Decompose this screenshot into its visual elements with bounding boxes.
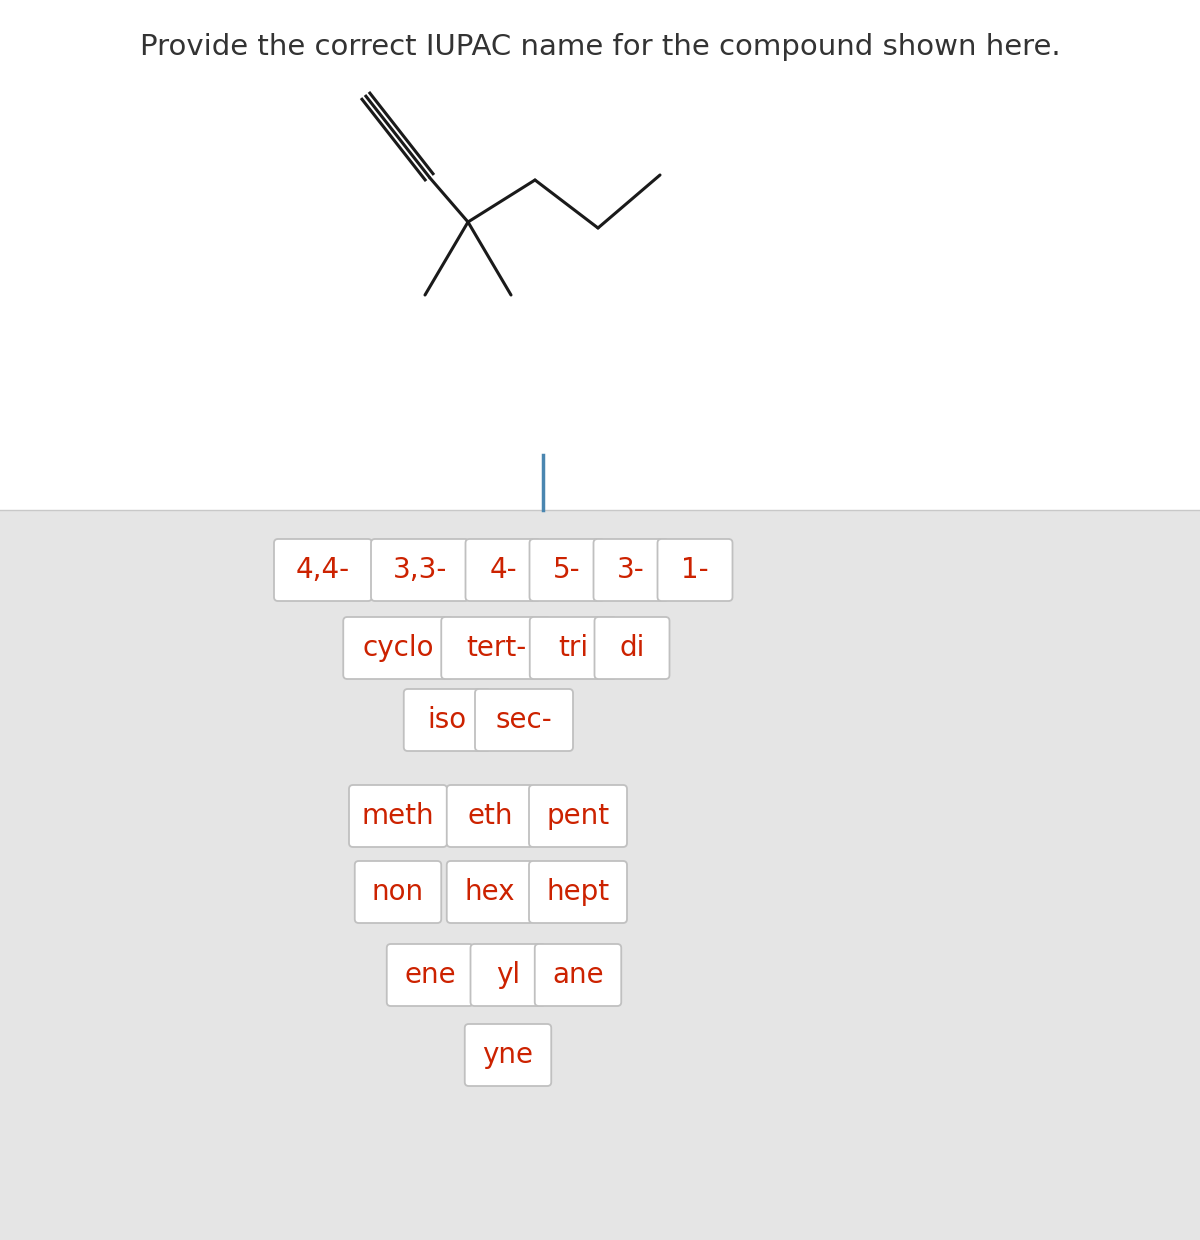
FancyBboxPatch shape [466,539,540,601]
FancyBboxPatch shape [529,539,605,601]
Text: non: non [372,878,424,906]
FancyBboxPatch shape [475,689,574,751]
Text: tri: tri [558,634,588,662]
FancyBboxPatch shape [446,861,533,923]
FancyBboxPatch shape [355,861,442,923]
Text: iso: iso [427,706,467,734]
Text: 5-: 5- [553,556,581,584]
FancyBboxPatch shape [529,618,617,680]
FancyBboxPatch shape [529,785,628,847]
Text: tert-: tert- [466,634,526,662]
FancyBboxPatch shape [274,539,372,601]
FancyBboxPatch shape [442,618,551,680]
Text: 3-: 3- [617,556,644,584]
Text: meth: meth [361,802,434,830]
Text: 1-: 1- [682,556,709,584]
FancyBboxPatch shape [535,944,622,1006]
FancyBboxPatch shape [403,689,491,751]
Text: hept: hept [546,878,610,906]
Text: di: di [619,634,644,662]
Text: ane: ane [552,961,604,990]
Text: 3,3-: 3,3- [392,556,448,584]
FancyBboxPatch shape [658,539,732,601]
FancyBboxPatch shape [594,618,670,680]
Text: eth: eth [467,802,512,830]
Text: 4,4-: 4,4- [296,556,350,584]
FancyBboxPatch shape [446,785,533,847]
Bar [0,510,1200,1240]
Text: Provide the correct IUPAC name for the compound shown here.: Provide the correct IUPAC name for the c… [139,33,1061,61]
FancyBboxPatch shape [464,1024,551,1086]
FancyBboxPatch shape [594,539,668,601]
FancyBboxPatch shape [371,539,469,601]
Bar [0,0,1200,510]
Text: ene: ene [404,961,456,990]
Text: yne: yne [482,1042,534,1069]
Text: yl: yl [496,961,520,990]
Text: pent: pent [546,802,610,830]
Text: 4-: 4- [490,556,517,584]
FancyBboxPatch shape [529,861,628,923]
Text: cyclo: cyclo [362,634,433,662]
FancyBboxPatch shape [349,785,446,847]
FancyBboxPatch shape [343,618,452,680]
FancyBboxPatch shape [386,944,473,1006]
FancyBboxPatch shape [470,944,546,1006]
Text: sec-: sec- [496,706,552,734]
Text: hex: hex [464,878,515,906]
